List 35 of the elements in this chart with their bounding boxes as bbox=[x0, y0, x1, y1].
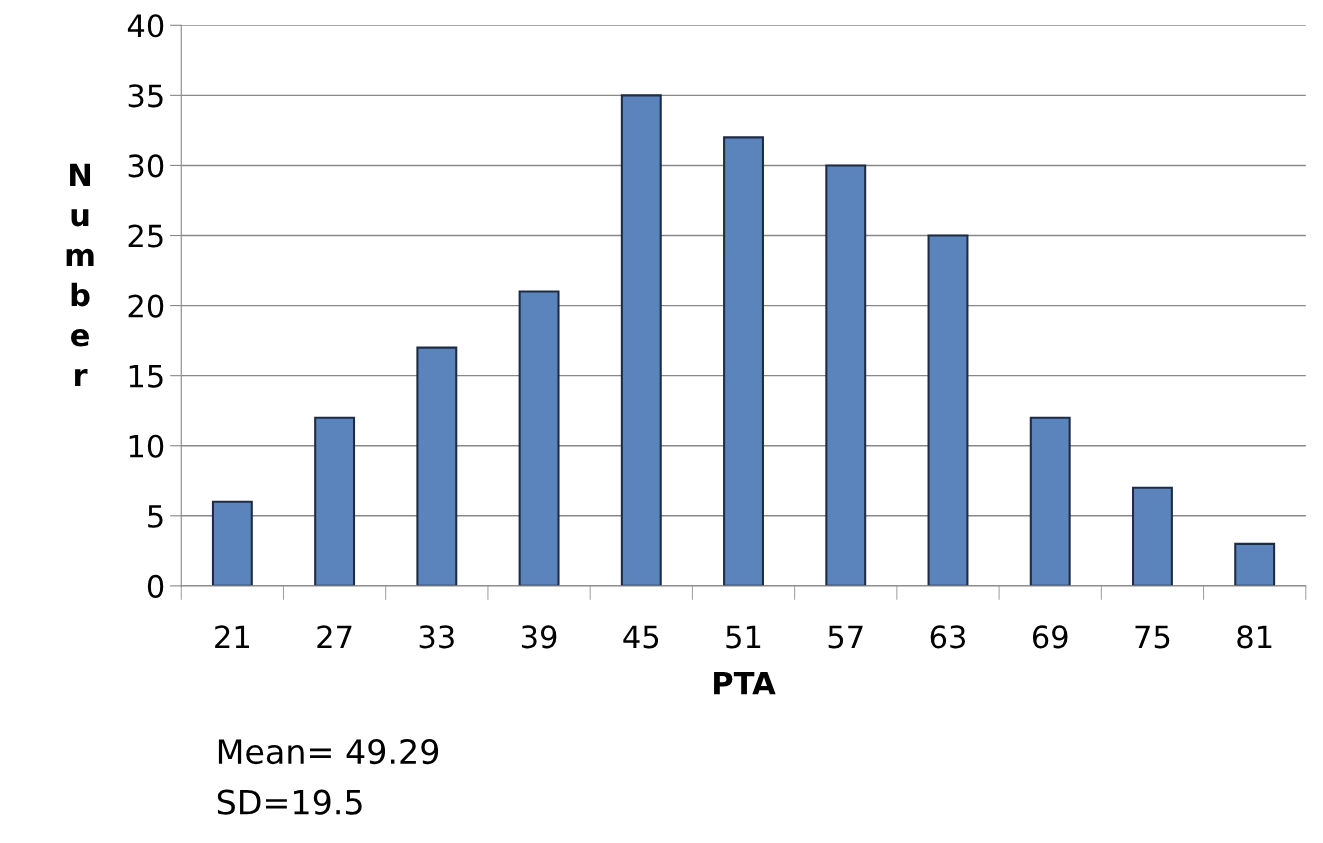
y-tick-label: 30 bbox=[128, 154, 164, 178]
bar bbox=[723, 136, 764, 586]
y-tick-label: 10 bbox=[129, 434, 164, 458]
x-tick-label: 51 bbox=[726, 625, 761, 649]
text: SD=19.5 bbox=[217, 789, 362, 815]
x-tick-label: 45 bbox=[623, 625, 659, 649]
x-tick-label: 39 bbox=[521, 625, 557, 649]
y-tick-label: 35 bbox=[128, 84, 163, 108]
bar bbox=[1029, 416, 1071, 586]
x-axis-title: PTA bbox=[714, 671, 776, 695]
y-tick-label: 25 bbox=[128, 224, 163, 248]
y-tick-label: 20 bbox=[128, 294, 164, 318]
y-axis-title: Number bbox=[66, 163, 94, 387]
bar bbox=[1131, 486, 1173, 586]
x-tick-label: 21 bbox=[215, 625, 249, 648]
bar bbox=[620, 94, 662, 586]
text: Mean= 49.29 bbox=[218, 738, 439, 765]
x-tick-label: 81 bbox=[1237, 625, 1272, 649]
bar bbox=[416, 346, 458, 586]
bar bbox=[1234, 542, 1276, 586]
y-tick-label: 40 bbox=[127, 14, 164, 38]
bar bbox=[518, 290, 560, 586]
y-tick-label: 5 bbox=[148, 505, 163, 528]
x-tick-label: 75 bbox=[1135, 625, 1170, 649]
x-tick-label: 33 bbox=[419, 625, 454, 649]
bar bbox=[825, 164, 867, 586]
x-tick-label: 57 bbox=[828, 625, 863, 649]
y-tick-label: 0 bbox=[147, 574, 164, 598]
bar bbox=[927, 234, 969, 586]
y-tick-label: 15 bbox=[129, 364, 163, 388]
bar bbox=[314, 416, 356, 586]
bar bbox=[211, 500, 253, 586]
x-tick-label: 63 bbox=[930, 625, 965, 649]
x-tick-label: 27 bbox=[317, 625, 352, 648]
x-tick-label: 69 bbox=[1032, 625, 1068, 649]
